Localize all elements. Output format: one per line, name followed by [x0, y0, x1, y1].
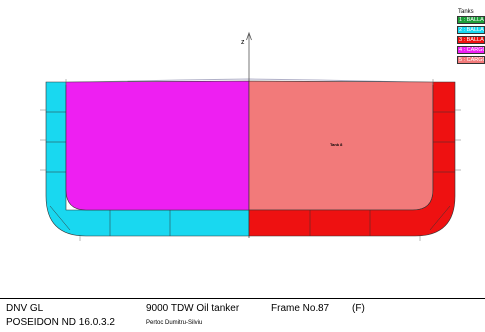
midship-section-drawing: z	[40, 31, 461, 241]
tank-legend: Tanks 1 : BALLAST 2 : BALLAST 3 : BALLAS…	[457, 9, 485, 66]
legend-item-2: 2 : BALLAST	[457, 26, 485, 34]
legend-item-5: 5 : CARGO	[457, 56, 485, 64]
z-axis-label: z	[241, 39, 245, 46]
frame-suffix: (F)	[352, 303, 365, 314]
legend-item-1: 1 : BALLAST	[457, 16, 485, 24]
frame-number: 87	[318, 303, 330, 314]
author-name: Pertoc Dumitru-Silviu	[146, 320, 203, 326]
software-version: POSEIDON ND 16.0.3.2	[6, 317, 115, 328]
company-name: DNV GL	[6, 303, 44, 314]
structure-lines	[46, 111, 455, 236]
ballast-tank-starboard	[248, 81, 456, 237]
legend-title: Tanks	[458, 9, 474, 15]
legend-item-3: 3 : BALLAST	[457, 36, 485, 44]
tank-label: Tank 8	[330, 142, 343, 147]
cargo-tank-port	[65, 80, 250, 211]
frame-ticks	[40, 79, 461, 241]
title-block: DNV GL POSEIDON ND 16.0.3.2 9000 TDW Oil…	[0, 298, 485, 332]
legend-item-4: 4 : CARGO	[457, 46, 485, 54]
frame-label: Frame No.:	[271, 303, 322, 314]
axis-arrow-icon	[246, 31, 252, 41]
project-title: 9000 TDW Oil tanker	[146, 303, 240, 314]
